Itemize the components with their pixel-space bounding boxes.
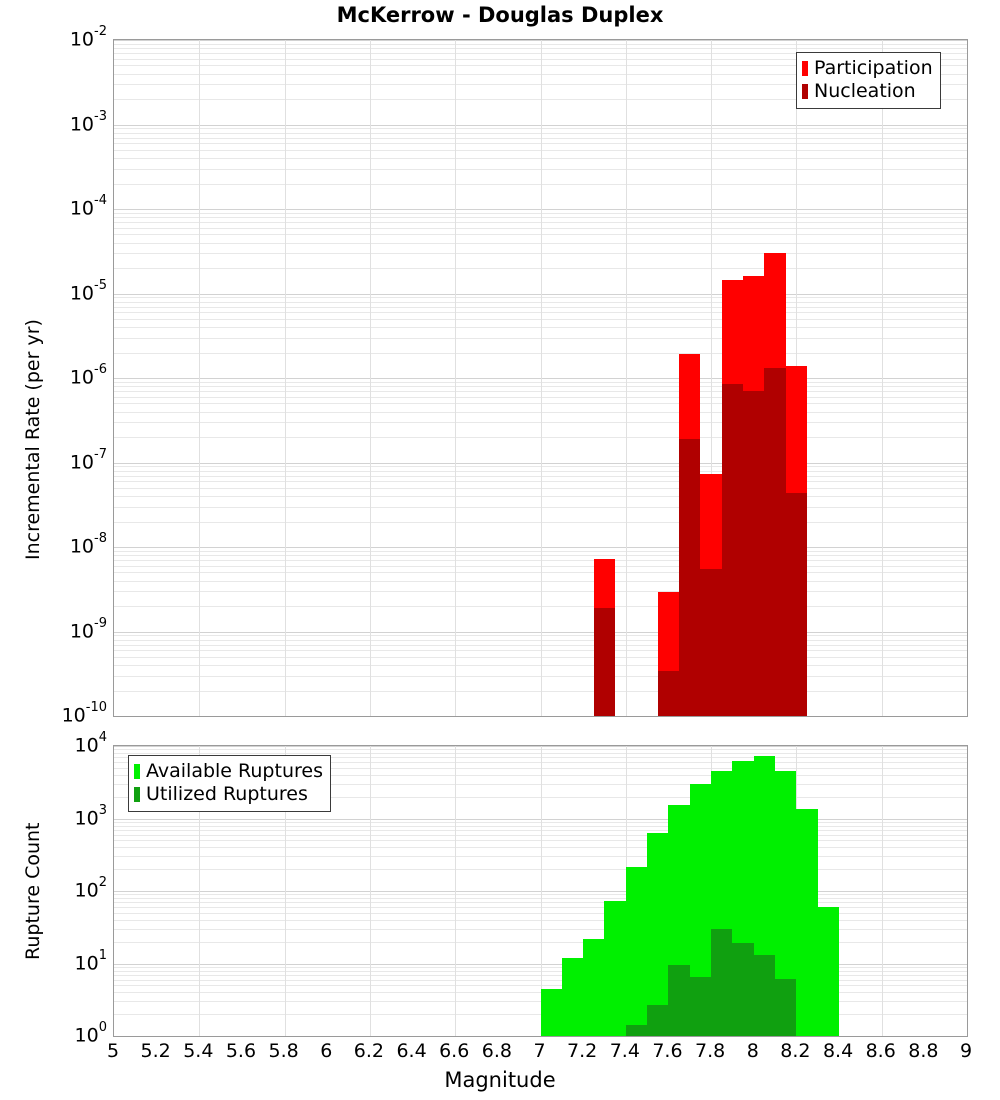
x-tick-label: 7.4 [609,1040,640,1062]
x-tick-label: 8.4 [822,1040,854,1062]
x-tick-label: 8.8 [908,1040,939,1062]
bar [743,391,765,716]
legend-swatch-icon [134,787,140,802]
y-tick-label: 10-7 [69,446,107,473]
x-axis-label: Magnitude [444,1068,556,1092]
legend-label: Participation [814,57,933,79]
y-tick-label: 10-4 [69,193,107,220]
x-tick-label: 8 [746,1040,759,1062]
bar [647,1004,669,1036]
legend-label: Nucleation [814,80,916,102]
incremental-rate-plot [113,39,968,717]
bar [540,988,562,1036]
x-tick-label: 5.8 [268,1040,299,1062]
bar [689,783,712,1036]
legend-swatch-icon [134,764,140,779]
legend-swatch-icon [802,84,808,99]
legend-label: Available Ruptures [146,760,323,782]
y-tick-label: 10-10 [61,700,107,727]
bar [561,957,584,1036]
bar [625,1025,648,1036]
x-tick-label: 9 [959,1040,973,1062]
gridline-h [114,716,967,717]
bottom-legend-item: Available Ruptures [134,760,323,783]
bar [775,771,797,1036]
page-title: McKerrow - Douglas Duplex [336,3,664,27]
y-tick-label: 103 [74,802,107,829]
bar [764,368,786,716]
y-tick-label: 102 [74,875,107,902]
x-tick-label: 7.2 [567,1040,598,1062]
y-tick-label: 10-6 [69,362,107,389]
top-bars [114,40,967,716]
bar [593,607,616,716]
x-tick-label: 8.6 [865,1040,896,1062]
bottom-bars [114,746,967,1036]
x-tick-label: 5.6 [225,1040,257,1062]
y-tick-label: 10-9 [69,615,107,642]
bar [775,978,797,1036]
x-tick-label: 7.6 [652,1040,683,1062]
bar [753,955,776,1036]
bottom-legend-item: Utilized Ruptures [134,783,323,806]
x-tick-label: 5.4 [183,1040,214,1062]
bar [721,383,744,716]
y-tick-label: 10-3 [69,108,107,135]
top-legend: Participation Nucleation [796,52,941,109]
bottom-y-axis-label: Rupture Count [22,822,44,961]
x-tick-label: 7.8 [694,1040,726,1062]
bar [732,943,754,1036]
x-tick-label: 6.2 [353,1040,384,1062]
bar [604,900,626,1036]
x-tick-label: 6.8 [481,1040,512,1062]
x-tick-label: 6.4 [396,1040,427,1062]
x-tick-label: 8.2 [780,1040,811,1062]
y-tick-label: 10-8 [69,531,107,558]
bar [711,928,733,1036]
x-tick-label: 5 [106,1040,120,1062]
bar [817,907,840,1036]
x-tick-label: 5.2 [140,1040,171,1062]
y-tick-label: 100 [74,1020,107,1047]
bar [657,671,680,716]
x-tick-label: 6.6 [439,1040,470,1062]
x-tick-label: 7 [533,1040,546,1062]
bar [796,809,818,1036]
gridline-h [114,1036,967,1037]
bottom-legend: Available Ruptures Utilized Ruptures [128,755,331,812]
top-legend-item: Nucleation [802,80,933,103]
y-tick-label: 10-2 [69,24,107,51]
top-legend-item: Participation [802,57,933,80]
y-tick-label: 104 [74,730,107,757]
bar [700,568,722,716]
top-y-axis-label: Incremental Rate (per yr) [22,319,44,560]
bar [689,977,712,1036]
legend-swatch-icon [802,61,808,76]
bar [625,866,648,1036]
bar [583,938,605,1036]
x-tick-label: 6 [320,1040,333,1062]
y-tick-label: 101 [74,947,107,974]
bar [668,965,690,1036]
y-tick-label: 10-5 [69,277,107,304]
bar [785,492,808,716]
legend-label: Utilized Ruptures [146,783,308,805]
bar [679,438,701,716]
